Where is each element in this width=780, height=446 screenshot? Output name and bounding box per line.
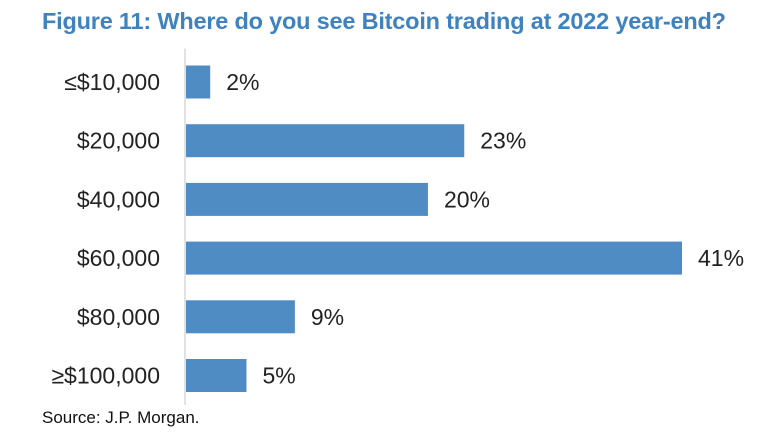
category-label-5: ≥$100,000 bbox=[51, 363, 160, 389]
bar-0 bbox=[186, 65, 211, 99]
category-label-2: $40,000 bbox=[77, 186, 160, 212]
value-label-0: 2% bbox=[226, 69, 259, 95]
category-label-0: ≤$10,000 bbox=[64, 69, 160, 95]
bar-3 bbox=[186, 241, 682, 275]
category-label-1: $20,000 bbox=[77, 128, 160, 154]
bar-1 bbox=[186, 124, 465, 158]
source-note: Source: J.P. Morgan. bbox=[42, 408, 200, 427]
bar-2 bbox=[186, 182, 428, 216]
bars-group bbox=[186, 65, 682, 392]
value-label-1: 23% bbox=[480, 128, 526, 154]
category-labels: ≤$10,000 $20,000 $40,000 $60,000 $80,000 ≥$10… bbox=[51, 69, 160, 389]
bar-4 bbox=[186, 300, 295, 334]
value-label-5: 5% bbox=[262, 363, 295, 389]
value-label-4: 9% bbox=[311, 304, 344, 330]
value-label-2: 20% bbox=[444, 186, 490, 212]
value-label-3: 41% bbox=[698, 245, 744, 271]
bar-5 bbox=[186, 359, 247, 392]
chart-title: Figure 11: Where do you see Bitcoin trad… bbox=[42, 8, 726, 34]
value-labels: 2% 23% 20% 41% 9% 5% bbox=[226, 69, 744, 389]
category-label-4: $80,000 bbox=[77, 304, 160, 330]
category-label-3: $60,000 bbox=[77, 245, 160, 271]
